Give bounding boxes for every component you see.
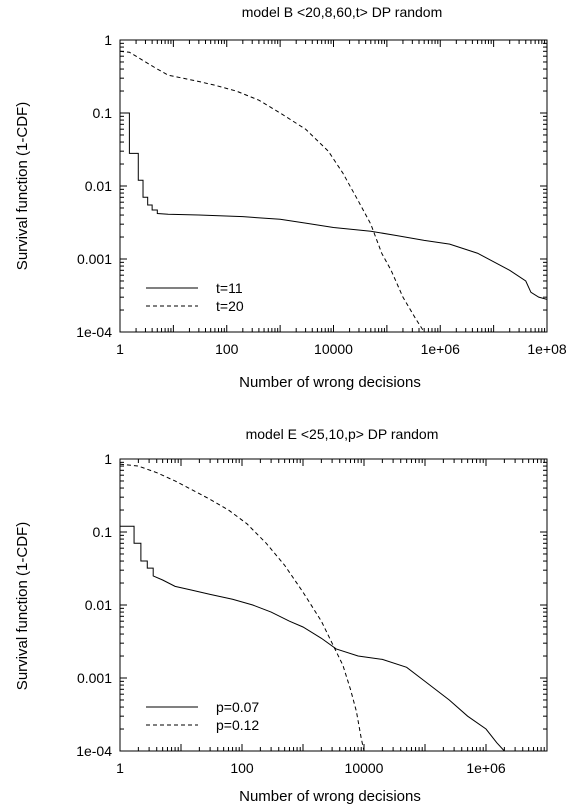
y-tick-label: 0.01: [85, 597, 112, 613]
y-tick-label: 1e-04: [76, 743, 112, 759]
x-tick-label: 1: [116, 341, 124, 357]
tick-labels: 1 100 10000 1e+06 1e+08 1 0.1 0.01 0.001 1e-04: [76, 32, 567, 357]
series-line-t-20: [120, 50, 425, 332]
y-tick-label: 0.1: [93, 105, 113, 121]
legend: p=0.07 p=0.12: [146, 699, 259, 733]
legend-label: p=0.07: [216, 699, 259, 715]
y-axis-label: Survival function (1-CDF): [14, 102, 31, 270]
y-tick-label: 0.001: [77, 251, 112, 267]
x-tick-label: 1e+06: [421, 341, 461, 357]
x-tick-label: 1e+08: [527, 341, 567, 357]
y-axis-label: Survival function (1-CDF): [14, 522, 31, 690]
x-axis-label: Number of wrong decisions: [239, 374, 421, 391]
legend: t=11 t=20: [146, 280, 244, 314]
x-axis-label: Number of wrong decisions: [239, 788, 421, 805]
series-line-t-11: [120, 112, 547, 300]
legend-label: t=20: [216, 298, 244, 314]
series-line-p-0-12: [120, 463, 365, 751]
y-tick-label: 0.001: [77, 670, 112, 686]
x-tick-label: 100: [215, 341, 239, 357]
x-tick-label: 1e+06: [466, 760, 506, 776]
series-line-p-0-07: [120, 525, 505, 751]
tick-marks: [119, 459, 547, 752]
series-lines: [120, 50, 547, 332]
chart-model-e: model E <25,10,p> DP random 1 100 10000 1e+…: [14, 426, 548, 805]
y-tick-label: 0.01: [85, 178, 112, 194]
x-tick-label: 10000: [314, 341, 353, 357]
series-lines: [120, 463, 505, 751]
y-tick-label: 1: [104, 451, 112, 467]
tick-marks: [119, 40, 547, 333]
legend-label: t=11: [216, 280, 243, 296]
tick-labels: 1 100 10000 1e+06 1 0.1 0.01 0.001 1e-04: [76, 451, 506, 776]
x-tick-label: 100: [230, 760, 254, 776]
chart-model-b: model B <20,8,60,t> DP random 1 100 10000 1…: [14, 4, 567, 391]
x-tick-label: 10000: [345, 760, 384, 776]
legend-label: p=0.12: [216, 717, 259, 733]
y-tick-label: 0.1: [93, 524, 113, 540]
chart-title: model B <20,8,60,t> DP random: [242, 4, 443, 20]
y-tick-label: 1e-04: [76, 324, 112, 340]
chart-title: model E <25,10,p> DP random: [246, 426, 439, 442]
y-tick-label: 1: [104, 32, 112, 48]
x-tick-label: 1: [116, 760, 124, 776]
